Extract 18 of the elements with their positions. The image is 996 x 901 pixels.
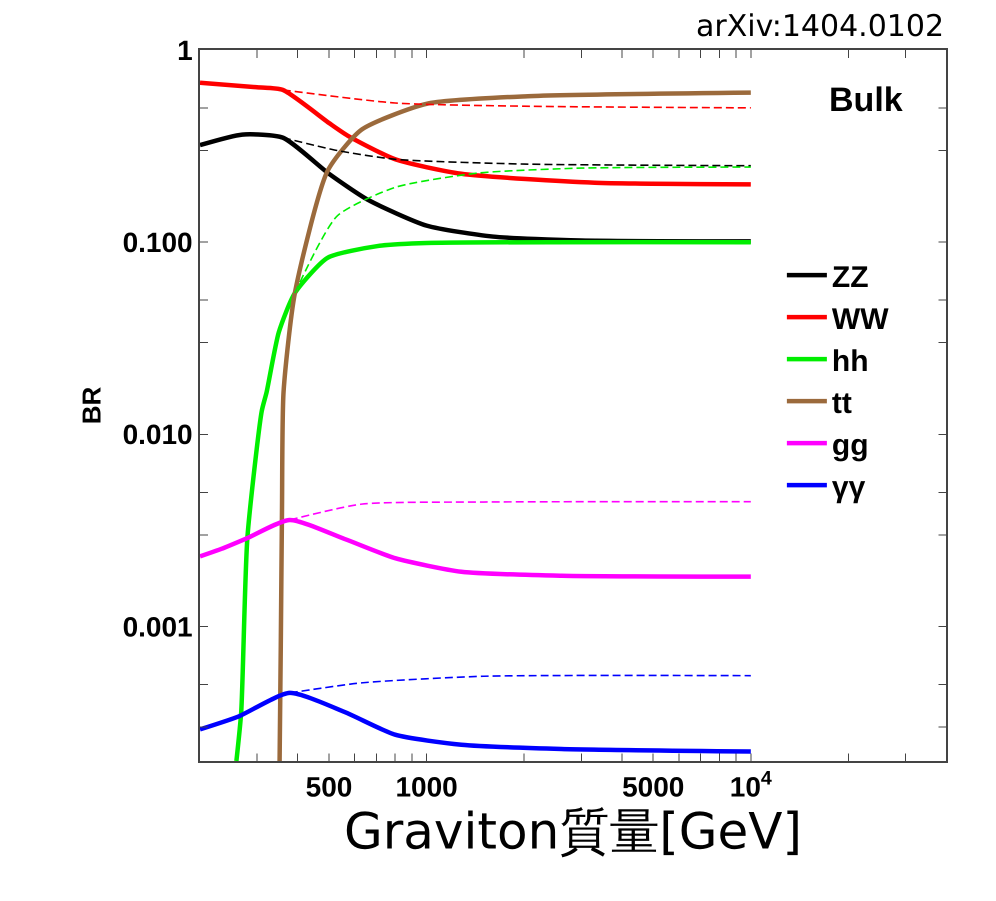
legend-label: hh: [832, 344, 869, 378]
y-tick-label: 0.010: [122, 419, 193, 450]
x-tick-label: 5000: [622, 771, 684, 802]
legend-label: gg: [832, 428, 869, 462]
y-axis-title: BR: [76, 386, 106, 424]
x-axis-title: Graviton質量[GeV]: [344, 802, 802, 860]
legend-label: γγ: [832, 470, 866, 504]
legend-label: tt: [832, 386, 852, 420]
x-tick-label: 10$^{4}$: [730, 768, 772, 802]
x-tick-label: 500: [306, 771, 352, 802]
legend-label: WW: [832, 302, 890, 336]
text: arXiv:1404.0102: [696, 9, 944, 44]
legend-label: ZZ: [832, 260, 869, 294]
y-tick-label: 0.001: [122, 611, 193, 642]
x-tick-label: 1000: [395, 771, 458, 802]
y-tick-label: 0.100: [122, 227, 193, 258]
y-tick-label: 1: [177, 34, 193, 66]
annotation: Bulk: [829, 81, 903, 119]
